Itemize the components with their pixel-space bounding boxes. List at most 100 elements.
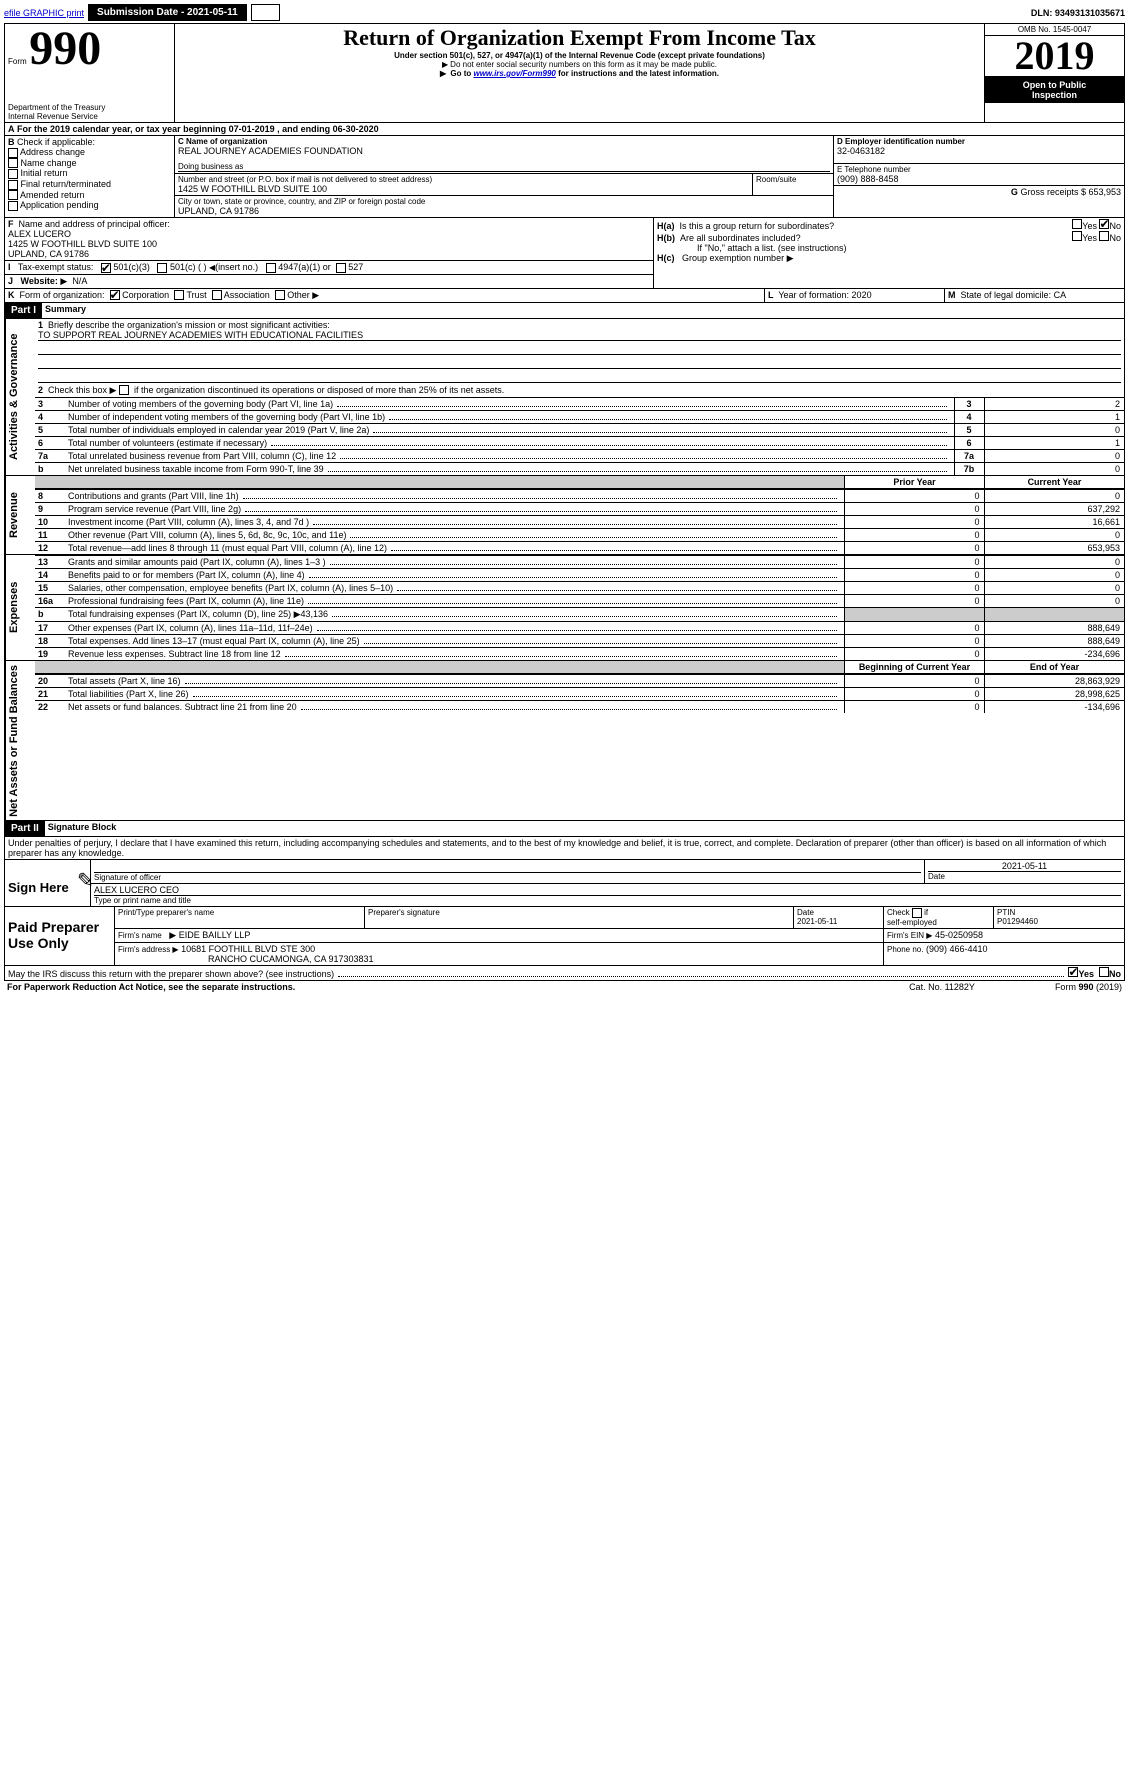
prior-value: 0 bbox=[844, 700, 984, 713]
checkbox-b[interactable] bbox=[8, 201, 18, 211]
current-value: 28,863,929 bbox=[984, 674, 1124, 687]
checkbox-irs-no[interactable] bbox=[1099, 967, 1109, 977]
irs-text: Internal Revenue Service bbox=[8, 112, 171, 121]
firm-ein: 45-0250958 bbox=[935, 930, 983, 940]
i-label: I bbox=[8, 262, 11, 272]
b-item: Address change bbox=[20, 147, 85, 157]
paid-preparer-label: Paid Preparer Use Only bbox=[5, 907, 115, 965]
opt-527: 527 bbox=[348, 262, 363, 272]
checkbox-ha-yes[interactable] bbox=[1072, 219, 1082, 229]
ha-label: H(a) bbox=[657, 221, 675, 231]
b-item: Final return/terminated bbox=[21, 179, 112, 189]
sig-date: 2021-05-11 bbox=[928, 861, 1121, 872]
k-label: K bbox=[8, 290, 15, 300]
blank-button[interactable] bbox=[251, 4, 280, 21]
row-text: Other expenses (Part IX, column (A), lin… bbox=[68, 623, 313, 633]
checkbox-other[interactable] bbox=[275, 290, 285, 300]
prior-value: 0 bbox=[844, 515, 984, 528]
current-value: 888,649 bbox=[984, 634, 1124, 647]
col-current: Current Year bbox=[984, 476, 1124, 488]
row-value: 0 bbox=[984, 462, 1124, 475]
row-text: Benefits paid to or for members (Part IX… bbox=[68, 570, 305, 580]
row-text: Total unrelated business revenue from Pa… bbox=[68, 451, 336, 461]
col-begin: Beginning of Current Year bbox=[844, 661, 984, 673]
no-label: No bbox=[1109, 233, 1121, 243]
current-value: 653,953 bbox=[984, 541, 1124, 554]
line2-suffix: if the organization discontinued its ope… bbox=[134, 385, 504, 395]
street-label: Number and street (or P.O. box if mail i… bbox=[178, 175, 749, 184]
row-value: 1 bbox=[984, 410, 1124, 423]
checkbox-b[interactable] bbox=[8, 180, 18, 190]
j-label: J bbox=[8, 276, 13, 286]
checkbox-527[interactable] bbox=[336, 263, 346, 273]
checkbox-irs-yes[interactable] bbox=[1068, 967, 1078, 977]
row-text: Net unrelated business taxable income fr… bbox=[68, 464, 324, 474]
m-text: State of legal domicile: CA bbox=[961, 290, 1067, 300]
opt-assoc: Association bbox=[224, 290, 270, 300]
ptin-label: PTIN bbox=[997, 908, 1015, 917]
checkbox-trust[interactable] bbox=[174, 290, 184, 300]
prior-value: 0 bbox=[844, 634, 984, 647]
mission-text: TO SUPPORT REAL JOURNEY ACADEMIES WITH E… bbox=[38, 330, 1121, 341]
notice-1: Do not enter social security numbers on … bbox=[450, 60, 717, 69]
checkbox-ha-no[interactable] bbox=[1099, 219, 1109, 229]
checkbox-hb-no[interactable] bbox=[1099, 231, 1109, 241]
hb-label: H(b) bbox=[657, 233, 675, 243]
g-label: G bbox=[1011, 187, 1018, 197]
check-label: Check bbox=[887, 909, 910, 918]
checkbox-501c[interactable] bbox=[157, 263, 167, 273]
row-text: Contributions and grants (Part VIII, lin… bbox=[68, 491, 239, 501]
checkbox-4947[interactable] bbox=[266, 263, 276, 273]
irs-link[interactable]: www.irs.gov/Form990 bbox=[473, 69, 555, 78]
row-text: Revenue less expenses. Subtract line 18 … bbox=[68, 649, 281, 659]
j-text: Website: bbox=[21, 276, 58, 286]
checkbox-b[interactable] bbox=[8, 148, 18, 158]
officer-name: ALEX LUCERO bbox=[8, 229, 71, 239]
checkbox-assoc[interactable] bbox=[212, 290, 222, 300]
current-value: 0 bbox=[984, 568, 1124, 581]
ein-value: 32-0463182 bbox=[837, 146, 1121, 156]
checkbox-b[interactable] bbox=[8, 158, 18, 168]
checkbox-self-employed[interactable] bbox=[912, 908, 922, 918]
opt-insert: (insert no.) bbox=[215, 262, 258, 272]
row-value: 1 bbox=[984, 436, 1124, 449]
sign-here-label: Sign Here bbox=[5, 860, 75, 906]
checkbox-hb-yes[interactable] bbox=[1072, 231, 1082, 241]
form-word: Form bbox=[8, 57, 27, 66]
dba-label: Doing business as bbox=[178, 162, 830, 172]
l-label: L bbox=[768, 290, 774, 300]
opt-trust: Trust bbox=[186, 290, 206, 300]
line1-text: Briefly describe the organization's miss… bbox=[48, 320, 330, 330]
prep-name-label: Print/Type preparer's name bbox=[115, 907, 365, 928]
checkbox-b[interactable] bbox=[8, 169, 18, 179]
prior-value: 0 bbox=[844, 581, 984, 594]
checkbox-501c3[interactable] bbox=[101, 263, 111, 273]
row-text: Total fundraising expenses (Part IX, col… bbox=[68, 609, 328, 620]
current-value: 0 bbox=[984, 594, 1124, 607]
officer-addr1: 1425 W FOOTHILL BLVD SUITE 100 bbox=[8, 239, 157, 249]
firm-addr-label: Firm's address ▶ bbox=[118, 945, 179, 954]
top-bar: efile GRAPHIC print Submission Date - 20… bbox=[4, 4, 1125, 21]
checkbox-b[interactable] bbox=[8, 190, 18, 200]
checkbox-discontinued[interactable] bbox=[119, 385, 129, 395]
notice-2-suffix: for instructions and the latest informat… bbox=[558, 69, 719, 78]
row-text: Total expenses. Add lines 13–17 (must eq… bbox=[68, 636, 360, 646]
checkbox-corp[interactable] bbox=[110, 290, 120, 300]
submission-date-button[interactable]: Submission Date - 2021-05-11 bbox=[88, 4, 247, 21]
yes-label: Yes bbox=[1078, 969, 1094, 979]
prior-value: 0 bbox=[844, 621, 984, 634]
sig-line bbox=[94, 861, 921, 873]
row-text: Total assets (Part X, line 16) bbox=[68, 676, 181, 686]
row-text: Total number of individuals employed in … bbox=[68, 425, 369, 435]
current-value: 0 bbox=[984, 528, 1124, 541]
prior-value: 0 bbox=[844, 502, 984, 515]
officer-printed-name: ALEX LUCERO CEO bbox=[94, 885, 1121, 896]
prep-sig-label: Preparer's signature bbox=[365, 907, 794, 928]
sidebar-expenses: Expenses bbox=[5, 555, 35, 660]
firm-name-label: Firm's name bbox=[118, 931, 162, 940]
prior-value: 0 bbox=[844, 647, 984, 660]
room-label: Room/suite bbox=[753, 174, 833, 195]
blank-line bbox=[38, 369, 1121, 383]
check-applicable: Check if applicable: bbox=[17, 137, 95, 147]
efile-link[interactable]: efile GRAPHIC print bbox=[4, 8, 84, 18]
